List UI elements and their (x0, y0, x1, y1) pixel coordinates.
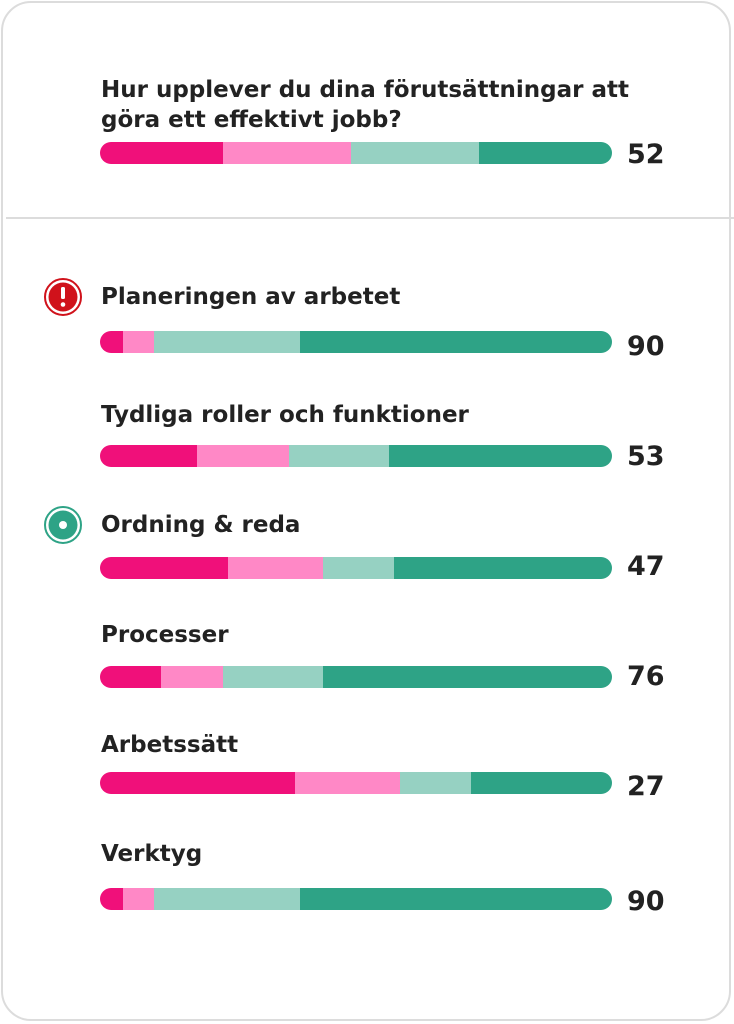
item-label-arbetssatt: Arbetssätt (101, 732, 239, 758)
question-title: Hur upplever du dina förutsättningar att… (101, 77, 629, 133)
item-bar-arbetssatt (100, 772, 612, 794)
bar-segment-very-negative (100, 888, 124, 910)
bar-segment-very-positive (394, 557, 612, 579)
bar-segment-positive (222, 666, 323, 688)
bar-segment-very-negative (100, 445, 198, 467)
bar-segment-positive (153, 888, 300, 910)
item-score-ordning-reda: 47 (627, 551, 665, 582)
item-score-planeringen: 90 (627, 331, 665, 362)
bar-segment-very-positive (478, 142, 612, 164)
bar-segment-very-positive (299, 888, 612, 910)
bar-segment-negative (161, 666, 223, 688)
bar-segment-positive (350, 142, 479, 164)
bar-segment-negative (197, 445, 290, 467)
bar-segment-positive (289, 445, 390, 467)
item-label-verktyg: Verktyg (101, 841, 203, 867)
item-bar-ordning-reda (100, 557, 612, 579)
bar-segment-negative (294, 772, 400, 794)
item-bar-processer (100, 666, 612, 688)
item-score-tydliga-roller: 53 (627, 441, 665, 472)
bar-segment-very-negative (100, 331, 124, 353)
bar-segment-very-negative (100, 557, 228, 579)
bar-segment-very-negative (100, 772, 295, 794)
bar-segment-very-positive (389, 445, 612, 467)
question-score: 52 (627, 139, 665, 170)
item-score-processer: 76 (627, 661, 665, 692)
item-score-verktyg: 90 (627, 886, 665, 917)
bar-segment-very-positive (471, 772, 612, 794)
item-bar-verktyg (100, 888, 612, 910)
item-score-arbetssatt: 27 (627, 771, 665, 802)
question-distribution-bar (100, 142, 612, 164)
item-bar-planeringen (100, 331, 612, 353)
bar-segment-positive (153, 331, 300, 353)
bar-segment-very-positive (322, 666, 612, 688)
bar-segment-negative (123, 888, 154, 910)
alert-icon (44, 278, 82, 316)
bar-segment-negative (228, 557, 323, 579)
item-label-ordning-reda: Ordning & reda (101, 512, 301, 538)
bar-segment-very-negative (100, 666, 162, 688)
target-icon (44, 506, 82, 544)
bar-segment-very-positive (299, 331, 612, 353)
item-bar-tydliga-roller (100, 445, 612, 467)
bar-segment-negative (123, 331, 154, 353)
bar-segment-positive (399, 772, 472, 794)
item-label-processer: Processer (101, 622, 229, 648)
bar-segment-positive (322, 557, 395, 579)
item-label-tydliga-roller: Tydliga roller och funktioner (101, 402, 469, 428)
bar-segment-very-negative (100, 142, 223, 164)
section-divider (6, 217, 734, 219)
bar-segment-negative (222, 142, 351, 164)
item-label-planeringen: Planeringen av arbetet (101, 284, 401, 310)
